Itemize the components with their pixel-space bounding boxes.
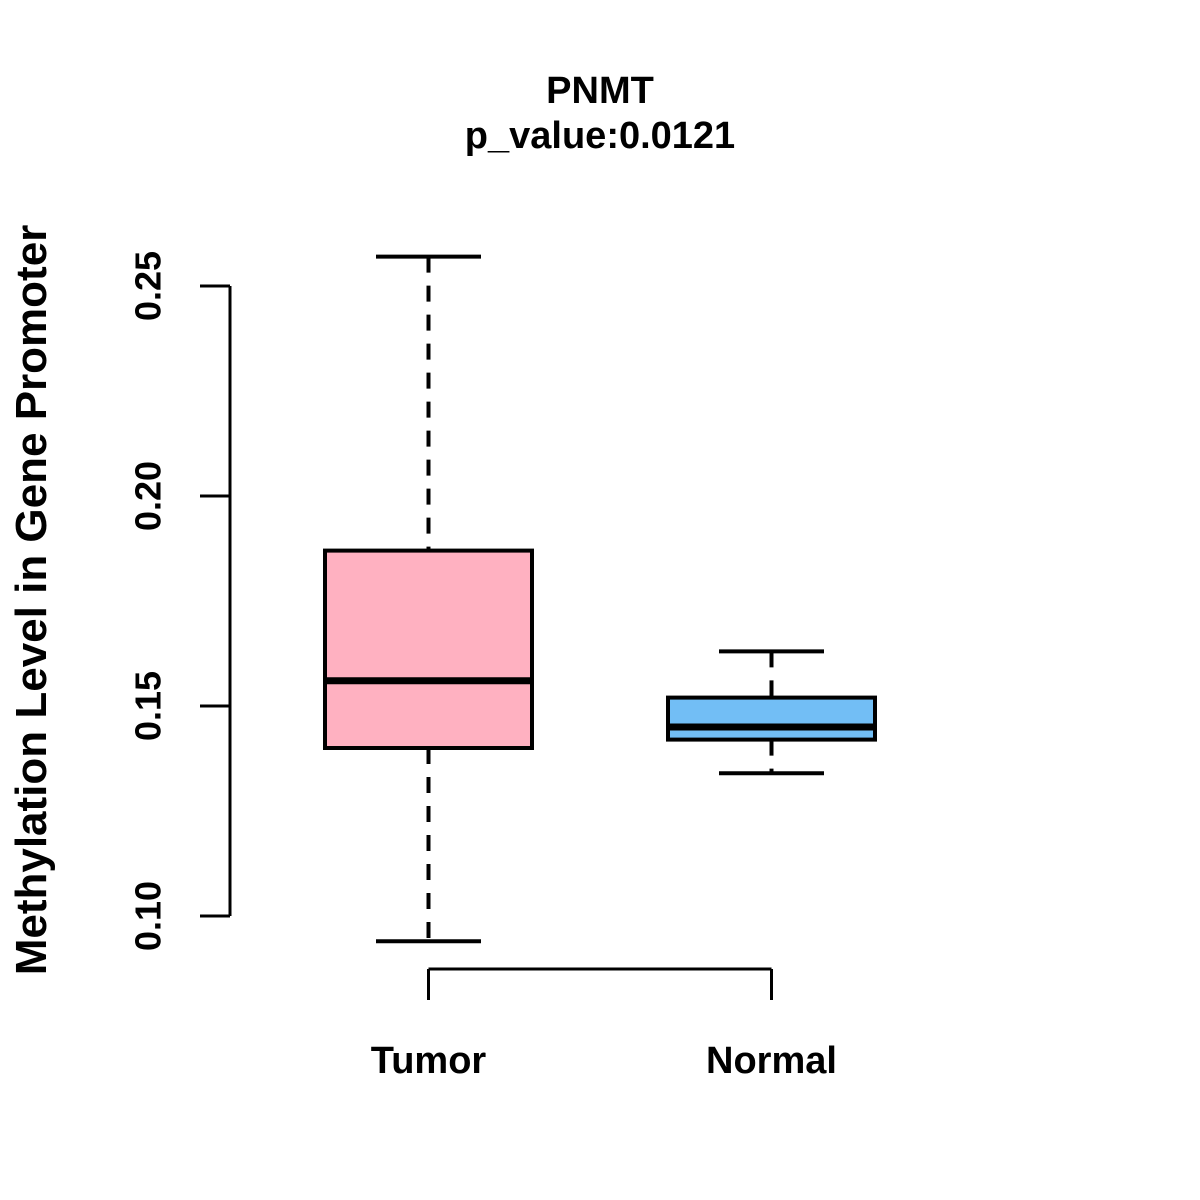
y-axis-tick-label: 0.25	[128, 251, 169, 321]
box-tumor	[323, 548, 534, 750]
y-axis-tick-label: 0.20	[128, 461, 169, 531]
chart-title: PNMT	[546, 70, 654, 112]
x-axis-label-tumor: Tumor	[371, 1040, 487, 1082]
x-axis-label-normal: Normal	[706, 1040, 837, 1082]
y-axis-tick-label: 0.15	[128, 671, 169, 741]
box-normal	[666, 695, 877, 742]
y-axis-tick-label: 0.10	[128, 881, 169, 951]
chart-subtitle-pvalue: p_value:0.0121	[464, 115, 736, 157]
